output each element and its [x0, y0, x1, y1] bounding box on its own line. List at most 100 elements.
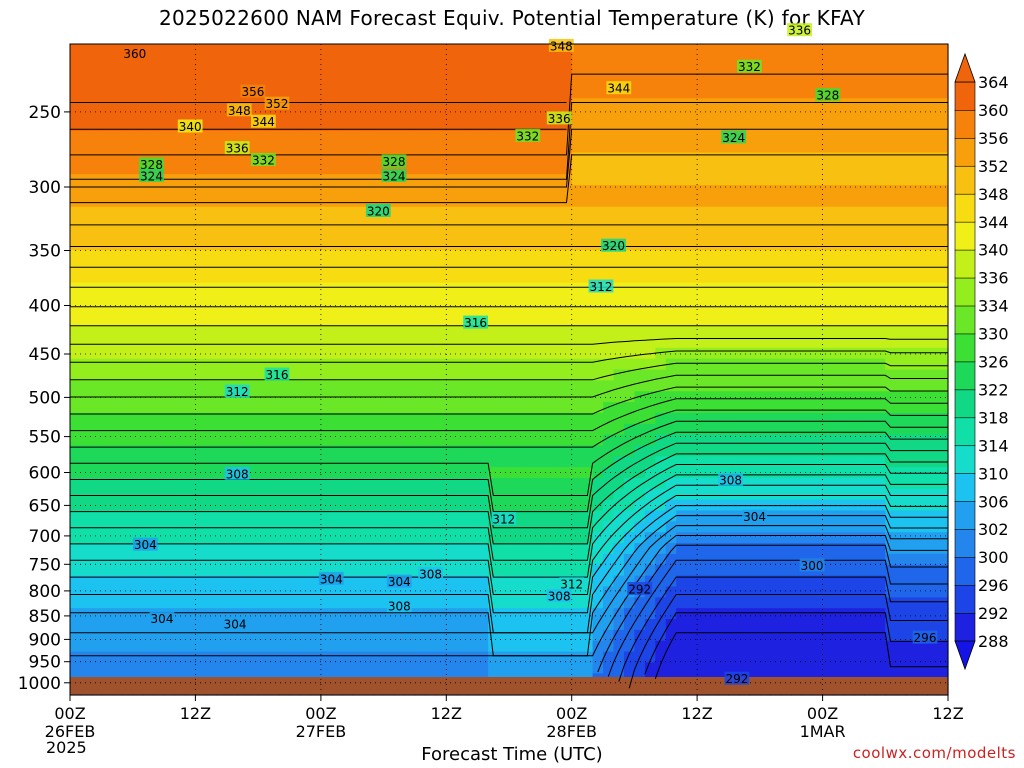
field-cell — [331, 228, 343, 240]
field-cell — [592, 119, 604, 132]
field-cell — [299, 228, 311, 240]
field-cell — [509, 54, 521, 67]
field-cell — [394, 239, 406, 251]
field-cell — [498, 434, 510, 447]
field-cell — [226, 336, 238, 349]
field-cell — [80, 423, 92, 436]
field-cell — [853, 336, 865, 349]
field-cell — [195, 564, 207, 577]
field-cell — [885, 293, 897, 305]
field-cell — [456, 499, 468, 512]
field-cell — [205, 65, 217, 78]
field-cell — [111, 141, 123, 154]
field-cell — [373, 499, 385, 512]
field-cell — [707, 163, 719, 175]
field-cell — [644, 640, 656, 653]
field-cell — [749, 282, 761, 295]
field-cell — [216, 380, 228, 392]
field-cell — [655, 206, 667, 219]
field-cell — [373, 629, 385, 642]
field-cell — [435, 575, 447, 588]
field-cell — [780, 488, 792, 501]
field-cell — [613, 185, 625, 197]
field-cell — [644, 391, 656, 403]
field-cell — [446, 76, 458, 88]
field-cell — [435, 282, 447, 295]
field-cell — [509, 586, 521, 598]
field-cell — [728, 44, 740, 56]
field-cell — [362, 109, 374, 121]
field-cell — [718, 293, 730, 305]
field-cell — [404, 651, 416, 664]
field-cell — [216, 488, 228, 501]
field-cell — [791, 54, 803, 67]
field-cell — [164, 543, 176, 555]
field-cell — [937, 76, 949, 88]
field-cell — [143, 445, 155, 457]
field-cell — [676, 629, 688, 642]
field-cell — [268, 445, 280, 457]
field-cell — [927, 98, 939, 110]
field-cell — [174, 315, 186, 327]
field-cell — [916, 109, 928, 121]
field-cell — [80, 65, 92, 78]
field-cell — [738, 228, 750, 240]
field-cell — [111, 488, 123, 501]
field-cell — [864, 619, 876, 631]
field-cell — [310, 239, 322, 251]
field-cell — [509, 597, 521, 609]
field-cell — [362, 412, 374, 425]
field-cell — [205, 54, 217, 67]
field-cell — [467, 608, 479, 620]
field-cell — [665, 423, 677, 436]
field-cell — [749, 304, 761, 316]
field-cell — [394, 662, 406, 674]
field-cell — [195, 87, 207, 99]
field-cell — [310, 228, 322, 240]
field-cell — [759, 434, 771, 447]
field-cell — [519, 336, 531, 349]
field-cell — [665, 456, 677, 468]
field-cell — [613, 412, 625, 425]
field-cell — [289, 174, 301, 186]
field-cell — [90, 456, 102, 468]
field-cell — [791, 206, 803, 219]
field-cell — [561, 423, 573, 436]
field-cell — [310, 282, 322, 295]
field-cell — [655, 662, 667, 674]
field-cell — [895, 347, 907, 360]
field-cell — [906, 250, 918, 262]
field-cell — [80, 369, 92, 381]
field-cell — [289, 478, 301, 490]
field-cell — [801, 651, 813, 664]
field-cell — [456, 521, 468, 533]
field-cell — [122, 358, 134, 371]
field-cell — [446, 467, 458, 479]
field-cell — [184, 597, 197, 609]
field-cell — [780, 543, 792, 555]
field-cell — [906, 174, 918, 186]
field-cell — [101, 575, 113, 588]
field-cell — [509, 629, 521, 642]
field-cell — [446, 87, 458, 99]
field-cell — [299, 141, 311, 154]
field-cell — [153, 228, 165, 240]
field-cell — [477, 640, 489, 653]
field-cell — [467, 271, 479, 284]
field-cell — [477, 488, 489, 501]
field-cell — [707, 282, 719, 295]
field-cell — [853, 217, 865, 230]
field-cell — [916, 510, 928, 522]
field-cell — [174, 185, 186, 197]
field-cell — [195, 662, 207, 674]
field-cell — [164, 499, 176, 512]
field-cell — [770, 98, 782, 110]
field-cell — [310, 456, 322, 468]
field-cell — [885, 423, 897, 436]
field-cell — [812, 98, 824, 110]
field-cell — [456, 488, 468, 501]
field-cell — [320, 358, 332, 371]
field-cell — [906, 65, 918, 78]
field-cell — [833, 488, 845, 501]
field-cell — [70, 228, 82, 240]
